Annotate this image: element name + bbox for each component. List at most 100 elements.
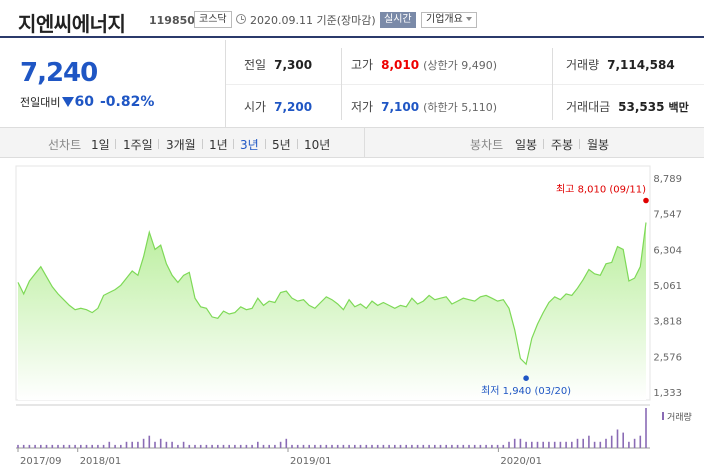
volume-bar (599, 441, 602, 448)
volume-bar (616, 429, 619, 448)
volume-bar (525, 441, 527, 448)
volume: 거래량 7,114,584 (566, 56, 675, 73)
clock-icon (236, 14, 246, 24)
prev-close-value: 7,300 (274, 58, 313, 72)
tab-1w[interactable]: 1주일 (123, 138, 153, 152)
chart-svg[interactable]: 최고 8,010 (09/11) 최저 1,940 (03/20) 8,789 7,… (0, 158, 704, 476)
volume-bar (125, 441, 128, 448)
y-tick-label: 1,333 (653, 388, 682, 399)
prev-close: 전일 7,300 (244, 56, 312, 73)
change-percent: -0.82% (99, 94, 155, 110)
volume-bar (434, 444, 436, 448)
volume-bar (331, 444, 333, 448)
min-marker (523, 375, 529, 381)
volume-bar (142, 438, 145, 448)
volume-label: 거래량 (566, 58, 600, 72)
tab-1d[interactable]: 1일 (91, 138, 110, 152)
volume-bar (291, 444, 293, 448)
volume-bar (633, 438, 636, 448)
volume-bar (491, 444, 493, 448)
tab-5y[interactable]: 5년 (272, 138, 291, 152)
volume-bar (536, 441, 539, 448)
volume-bar (359, 444, 362, 448)
volume-bar (576, 438, 579, 448)
volume-bar (102, 444, 105, 448)
tab-daily[interactable]: 일봉 (515, 138, 538, 152)
volume-bar (348, 444, 350, 448)
company-info-dropdown[interactable]: 기업개요 (421, 12, 477, 28)
price-summary: 7,240 전일대비 60 -0.82% 전일 7,300 고가 8,010 (상한가 9… (0, 40, 704, 128)
volume-bar (62, 444, 65, 448)
change-value: 60 (74, 94, 94, 110)
realtime-button[interactable]: 실시간 (380, 12, 416, 28)
volume-bar (479, 444, 482, 448)
low-label: 저가 (351, 100, 374, 114)
volume-bar (159, 438, 162, 448)
volume-bar (342, 444, 345, 448)
volume-bar (234, 444, 236, 448)
change-row: 전일대비 60 -0.82% (20, 94, 154, 110)
y-tick-label: 3,818 (653, 317, 682, 328)
company-info-label: 기업개요 (426, 14, 463, 25)
current-price-box: 7,240 전일대비 60 -0.82% (0, 40, 226, 128)
tabs-divider (364, 128, 365, 158)
tab-separator (265, 139, 266, 149)
as-of-date: 2020.09.11 기준(장마감) (250, 14, 376, 27)
volume-value: 7,114,584 (607, 58, 675, 72)
column-divider (341, 48, 342, 120)
stock-chart[interactable]: 최고 8,010 (09/11) 최저 1,940 (03/20) 8,789 7,… (0, 158, 704, 476)
volume-bar (371, 444, 373, 448)
amount-label: 거래대금 (566, 100, 611, 114)
volume-bar (439, 444, 442, 448)
volume-bar (40, 444, 42, 448)
volume-bar (211, 444, 213, 448)
tab-separator (158, 139, 159, 149)
volume-bar (302, 444, 305, 448)
volume-bar (496, 444, 499, 448)
volume-bar (257, 441, 259, 448)
volume-bar (542, 441, 544, 448)
volume-bar (171, 441, 173, 448)
prev-close-label: 전일 (244, 58, 267, 72)
volume-bar (308, 444, 310, 448)
tab-separator (297, 139, 298, 149)
volume-bar (639, 435, 642, 448)
volume-bar (456, 444, 459, 448)
tab-3y[interactable]: 3년 (240, 138, 259, 152)
volume-bar (285, 438, 288, 448)
volume-bar (120, 444, 122, 448)
tab-10y[interactable]: 10년 (304, 138, 331, 152)
volume-bar (131, 441, 133, 448)
upper-limit: (상한가 9,490) (423, 59, 497, 72)
high-price: 고가 8,010 (상한가 9,490) (351, 56, 497, 73)
volume-bar (451, 444, 453, 448)
tab-1y[interactable]: 1년 (209, 138, 228, 152)
volume-bar (628, 441, 630, 448)
volume-bar (314, 444, 316, 448)
tab-weekly[interactable]: 주봉 (551, 138, 574, 152)
down-arrow-icon (62, 97, 75, 107)
max-annotation: 최고 8,010 (09/11) (556, 184, 646, 196)
y-tick-label: 8,789 (653, 174, 682, 185)
volume-bar (177, 444, 179, 448)
tab-separator (202, 139, 203, 149)
volume-bar (325, 444, 328, 448)
stock-header: 지엔씨에너지 119850 코스닥 2020.09.11 기준(장마감) 실시간… (0, 0, 704, 38)
tab-3m[interactable]: 3개월 (166, 138, 196, 152)
volume-bar (485, 444, 487, 448)
volume-bar (605, 438, 607, 448)
volume-bar (336, 444, 339, 448)
price-line (17, 222, 647, 366)
y-tick-label: 7,547 (653, 210, 682, 221)
y-tick-label: 2,576 (653, 352, 682, 363)
tab-separator (543, 139, 544, 149)
open-label: 시가 (244, 100, 267, 114)
volume-bar (205, 444, 208, 448)
tab-monthly[interactable]: 월봉 (587, 138, 610, 152)
low-price: 저가 7,100 (하한가 5,110) (351, 98, 497, 115)
volume-bar (468, 444, 470, 448)
volume-bar (382, 444, 385, 448)
volume-bar (531, 441, 533, 448)
amount-unit: 백만 (668, 101, 689, 114)
volume-bar (228, 444, 230, 448)
